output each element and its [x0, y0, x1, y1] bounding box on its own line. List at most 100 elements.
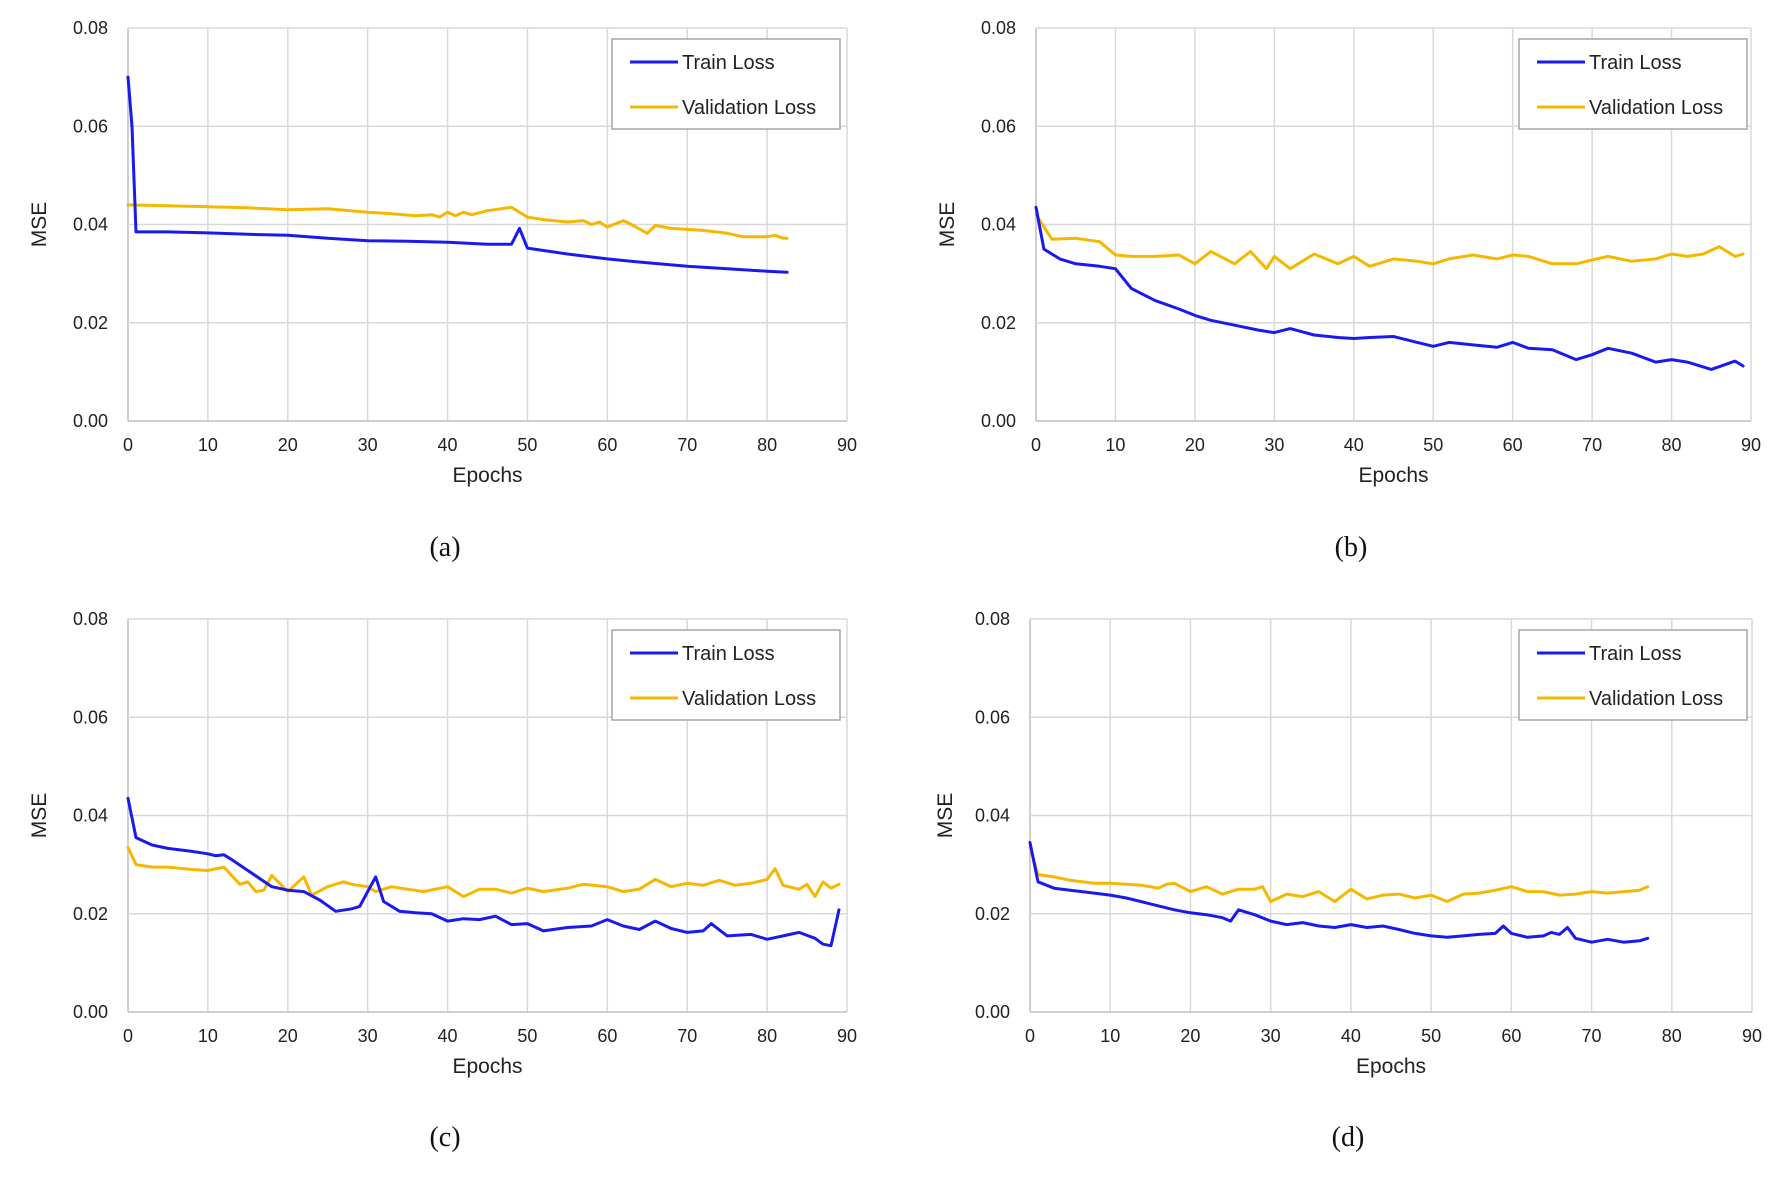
x-tick-label: 70 — [1582, 435, 1602, 455]
legend-box — [1518, 629, 1748, 721]
x-tick-label: 20 — [278, 1026, 298, 1046]
legend-label-train: Train Loss — [682, 643, 775, 665]
y-tick-label: 0.00 — [975, 1002, 1010, 1022]
x-tick-label: 50 — [517, 1026, 537, 1046]
chart-panel-c: 0 10 20 30 40 50 60 70 80 90 0.00 0.02 0.04 0.06 0.08 E… — [28, 609, 857, 1153]
y-tick-label: 0.02 — [73, 904, 108, 924]
legend-box — [611, 629, 841, 721]
y-tick-label: 0.00 — [981, 411, 1016, 431]
x-tick-label: 80 — [1662, 435, 1682, 455]
y-tick-label: 0.08 — [73, 18, 108, 38]
legend-label-validation: Validation Loss — [682, 688, 816, 710]
x-tick-label: 60 — [1503, 435, 1523, 455]
x-tick-label: 90 — [837, 435, 857, 455]
y-axis-label: MSE — [28, 202, 51, 248]
legend-box — [1518, 38, 1748, 130]
y-tick-label: 0.08 — [975, 609, 1010, 629]
y-tick-label: 0.06 — [73, 116, 108, 136]
y-tick-label: 0.02 — [981, 313, 1016, 333]
y-tick-label: 0.02 — [975, 904, 1010, 924]
x-tick-label: 10 — [1105, 435, 1125, 455]
chart-panel-d: 0 10 20 30 40 50 60 70 80 90 0.00 0.02 0.04 0.06 0.08 E… — [934, 609, 1762, 1153]
x-tick-label: 40 — [438, 435, 458, 455]
x-axis-label: Epochs — [1356, 1055, 1426, 1078]
legend-label-train: Train Loss — [1589, 52, 1682, 74]
legend-label-train: Train Loss — [682, 52, 775, 74]
x-tick-label: 50 — [1421, 1026, 1441, 1046]
x-tick-label: 40 — [438, 1026, 458, 1046]
x-tick-label: 80 — [1662, 1026, 1682, 1046]
x-axis-label: Epochs — [1358, 464, 1428, 487]
x-tick-label: 80 — [757, 435, 777, 455]
y-tick-label: 0.02 — [73, 313, 108, 333]
x-tick-label: 30 — [1264, 435, 1284, 455]
y-axis-label: MSE — [934, 793, 957, 839]
validation-loss-line — [1028, 845, 1650, 903]
x-tick-label: 60 — [597, 1026, 617, 1046]
x-tick-label: 50 — [1423, 435, 1443, 455]
validation-loss-line — [1034, 213, 1745, 271]
x-tick-label: 30 — [358, 435, 378, 455]
x-tick-label: 80 — [757, 1026, 777, 1046]
y-tick-label: 0.00 — [73, 1002, 108, 1022]
legend-label-validation: Validation Loss — [1589, 97, 1723, 119]
x-tick-label: 60 — [1501, 1026, 1521, 1046]
legend-label-train: Train Loss — [1589, 643, 1682, 665]
x-tick-label: 10 — [198, 1026, 218, 1046]
x-tick-label: 0 — [1031, 435, 1041, 455]
y-tick-label: 0.08 — [981, 18, 1016, 38]
train-loss-line — [1028, 841, 1650, 944]
chart-panel-a: 0 10 20 30 40 50 60 70 80 90 0.00 0.02 0.04 0.06 0.08 E… — [28, 18, 857, 563]
y-tick-label: 0.06 — [73, 707, 108, 727]
legend-label-validation: Validation Loss — [682, 97, 816, 119]
y-tick-label: 0.00 — [73, 411, 108, 431]
x-tick-label: 40 — [1344, 435, 1364, 455]
x-tick-label: 0 — [123, 1026, 133, 1046]
y-tick-label: 0.04 — [975, 806, 1010, 826]
x-tick-label: 0 — [123, 435, 133, 455]
x-tick-label: 20 — [1180, 1026, 1200, 1046]
panel-caption: (b) — [1335, 532, 1368, 563]
train-loss-line — [126, 75, 789, 274]
y-tick-label: 0.08 — [73, 609, 108, 629]
y-tick-label: 0.04 — [73, 806, 108, 826]
y-tick-label: 0.04 — [73, 215, 108, 235]
x-tick-label: 40 — [1341, 1026, 1361, 1046]
panel-caption: (c) — [429, 1122, 460, 1153]
x-tick-label: 10 — [198, 435, 218, 455]
legend: Train Loss Validation Loss — [1518, 38, 1748, 130]
x-tick-label: 0 — [1025, 1026, 1035, 1046]
y-tick-label: 0.04 — [981, 215, 1016, 235]
x-tick-label: 70 — [677, 435, 697, 455]
legend: Train Loss Validation Loss — [611, 629, 841, 721]
legend-label-validation: Validation Loss — [1589, 688, 1723, 710]
x-tick-label: 10 — [1100, 1026, 1120, 1046]
train-loss-line — [1034, 205, 1745, 371]
legend: Train Loss Validation Loss — [611, 38, 841, 130]
x-tick-label: 90 — [1741, 435, 1761, 455]
x-tick-label: 60 — [597, 435, 617, 455]
validation-loss-line — [126, 845, 841, 899]
chart-panel-b: 0 10 20 30 40 50 60 70 80 90 0.00 0.02 0.04 0.06 0.08 E… — [936, 18, 1761, 563]
x-tick-label: 70 — [677, 1026, 697, 1046]
x-tick-label: 50 — [517, 435, 537, 455]
x-tick-label: 20 — [1185, 435, 1205, 455]
x-axis-label: Epochs — [452, 1055, 522, 1078]
train-loss-line — [126, 796, 841, 948]
x-axis-label: Epochs — [452, 464, 522, 487]
y-tick-label: 0.06 — [975, 707, 1010, 727]
x-tick-label: 90 — [1742, 1026, 1762, 1046]
y-tick-label: 0.06 — [981, 116, 1016, 136]
panel-caption: (a) — [429, 532, 460, 563]
y-axis-label: MSE — [28, 793, 51, 839]
x-tick-label: 90 — [837, 1026, 857, 1046]
x-tick-label: 30 — [1261, 1026, 1281, 1046]
x-tick-label: 20 — [278, 435, 298, 455]
legend: Train Loss Validation Loss — [1518, 629, 1748, 721]
validation-loss-line — [126, 203, 789, 240]
legend-box — [611, 38, 841, 130]
panel-caption: (d) — [1332, 1122, 1365, 1153]
y-axis-label: MSE — [936, 202, 959, 248]
x-tick-label: 70 — [1582, 1026, 1602, 1046]
